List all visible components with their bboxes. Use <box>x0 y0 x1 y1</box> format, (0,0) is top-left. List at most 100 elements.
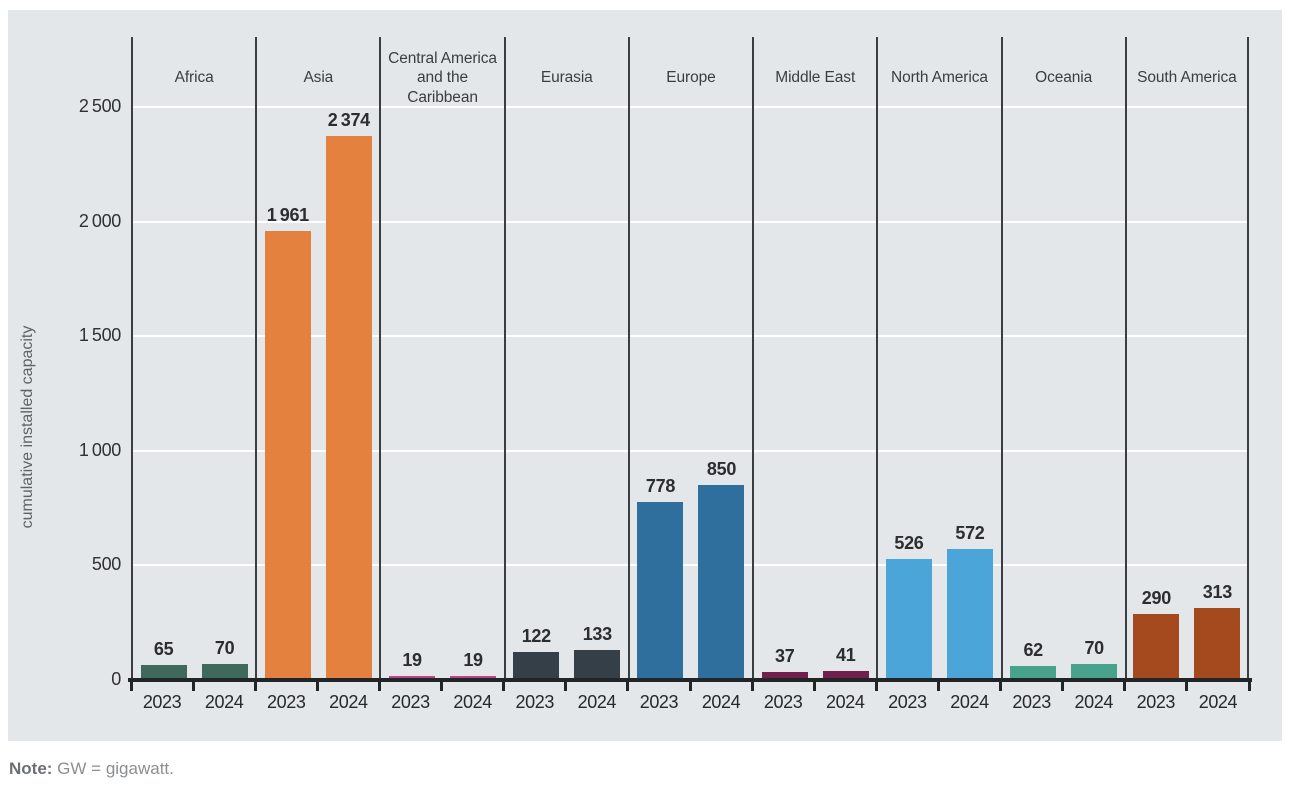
gridline-2000 <box>131 220 1249 223</box>
bar-rect <box>698 485 745 680</box>
x-label-central-america-and-the-caribbean-2023: 2023 <box>391 692 430 712</box>
x-label-oceania-2023: 2023 <box>1012 692 1051 712</box>
bar-rect <box>885 559 932 680</box>
bar-value-middle-east-2023: 37 <box>775 645 795 666</box>
bar-north-america-2024: 572 <box>946 523 993 680</box>
x-label-eurasia-2024: 2024 <box>577 692 617 712</box>
x-label-middle-east-2023: 2023 <box>763 692 803 712</box>
bar-central-america-and-the-caribbean-2024: 19 <box>450 650 497 680</box>
x-label-north-america-2023: 2023 <box>888 692 927 712</box>
panel-middle-east: Middle East 37 41 <box>752 37 876 680</box>
bar-rect <box>1071 663 1118 680</box>
x-axis-line <box>128 678 1252 682</box>
x-label-africa-2024: 2024 <box>204 692 244 712</box>
bar-value-south-america-2023: 290 <box>1141 587 1171 608</box>
panel-north-america: North America 526 572 <box>876 37 1000 680</box>
bars-south-america: 290 313 <box>1127 119 1247 680</box>
x-tick <box>1123 682 1127 691</box>
bars-north-america: 526 572 <box>878 119 1000 680</box>
x-tick <box>502 682 506 691</box>
bar-rect <box>325 135 372 680</box>
gridline-500 <box>131 564 1249 567</box>
bar-rect <box>761 671 808 680</box>
x-label-south-america-2024: 2024 <box>1198 692 1238 712</box>
note-text: GW = gigawatt. <box>52 759 174 778</box>
gridline-2500 <box>131 106 1249 108</box>
bar-africa-2024: 70 <box>201 638 248 680</box>
bar-value-central-america-and-the-caribbean-2024: 19 <box>463 649 483 670</box>
x-tick <box>315 682 319 691</box>
x-label-north-america-2024: 2024 <box>950 692 989 712</box>
bar-rect <box>140 665 187 680</box>
bar-value-africa-2023: 65 <box>153 639 174 660</box>
region-label-oceania: Oceania <box>1035 69 1093 87</box>
note-label: Note: <box>9 759 53 778</box>
bar-value-north-america-2024: 572 <box>955 522 985 543</box>
y-tick-label-500: 500 <box>91 554 121 575</box>
bars-africa: 65 70 <box>133 119 255 680</box>
bar-oceania-2024: 70 <box>1071 638 1118 680</box>
x-tick <box>564 682 568 691</box>
x-label-eurasia-2023: 2023 <box>515 692 554 712</box>
bar-oceania-2023: 62 <box>1010 640 1057 680</box>
region-label-central-america-and-the-caribbean: Central America and the Caribbean <box>388 49 497 106</box>
bar-value-europe-2024: 850 <box>706 459 737 480</box>
bar-rect <box>1010 665 1057 680</box>
bar-middle-east-2024: 41 <box>822 645 869 680</box>
bars-middle-east: 37 41 <box>754 119 876 680</box>
bar-rect <box>1194 608 1241 680</box>
bar-south-america-2024: 313 <box>1194 582 1241 680</box>
bar-rect <box>201 663 248 680</box>
bar-europe-2023: 778 <box>637 476 684 680</box>
x-tick <box>812 682 816 691</box>
gridline-1000 <box>131 449 1249 452</box>
x-tick <box>1061 682 1065 691</box>
panel-asia: Asia 1 961 2 374 <box>255 37 379 680</box>
region-label-africa: Africa <box>174 69 214 87</box>
bar-rect <box>637 501 684 680</box>
panel-oceania: Oceania 62 70 <box>1000 37 1125 680</box>
bar-value-central-america-and-the-caribbean-2023: 19 <box>402 649 422 670</box>
bars-europe: 778 850 <box>630 119 752 680</box>
panel-central-america-and-the-caribbean: Central America and the Caribbean 19 19 <box>379 37 503 680</box>
bar-rect <box>946 548 993 680</box>
bars-oceania: 62 70 <box>1003 119 1125 680</box>
bar-value-oceania-2024: 70 <box>1084 637 1104 658</box>
x-label-africa-2023: 2023 <box>142 692 182 712</box>
bar-rect <box>1133 613 1180 680</box>
bar-asia-2023: 1 961 <box>264 205 311 680</box>
y-tick-label-2500: 2 500 <box>78 96 121 116</box>
x-tick <box>750 682 754 691</box>
x-label-middle-east-2024: 2024 <box>826 692 865 712</box>
bar-rect <box>574 649 621 680</box>
x-label-south-america-2023: 2023 <box>1136 692 1176 712</box>
bar-value-eurasia-2023: 122 <box>521 626 551 647</box>
x-label-asia-2023: 2023 <box>267 692 306 712</box>
bar-value-asia-2023: 1 961 <box>266 204 309 225</box>
x-tick <box>874 682 878 691</box>
bar-south-america-2023: 290 <box>1133 588 1180 680</box>
x-tick <box>626 682 630 691</box>
bar-middle-east-2023: 37 <box>761 646 808 680</box>
x-tick <box>1247 682 1251 691</box>
region-label-eurasia: Eurasia <box>540 69 593 87</box>
x-label-europe-2024: 2024 <box>701 692 741 712</box>
bars-central-america-and-the-caribbean: 19 19 <box>381 119 503 680</box>
region-label-north-america: North America <box>890 69 988 87</box>
panel-eurasia: Eurasia 122 133 <box>503 37 628 680</box>
panel-south-america: South America 290 313 <box>1124 37 1249 680</box>
bar-value-africa-2024: 70 <box>214 637 235 658</box>
y-tick-label-0: 0 <box>111 669 121 689</box>
panel-europe: Europe 778 850 <box>627 37 752 680</box>
x-label-central-america-and-the-caribbean-2024: 2024 <box>453 692 492 712</box>
bar-value-eurasia-2024: 133 <box>582 623 612 644</box>
x-label-oceania-2024: 2024 <box>1074 692 1113 712</box>
bar-value-europe-2023: 778 <box>645 475 676 496</box>
region-label-asia: Asia <box>303 69 334 87</box>
bar-north-america-2023: 526 <box>885 533 932 680</box>
bar-europe-2024: 850 <box>698 459 745 680</box>
bar-rect <box>513 652 560 680</box>
x-tick <box>377 682 381 691</box>
x-label-asia-2024: 2024 <box>329 692 368 712</box>
bars-asia: 1 961 2 374 <box>257 110 379 680</box>
